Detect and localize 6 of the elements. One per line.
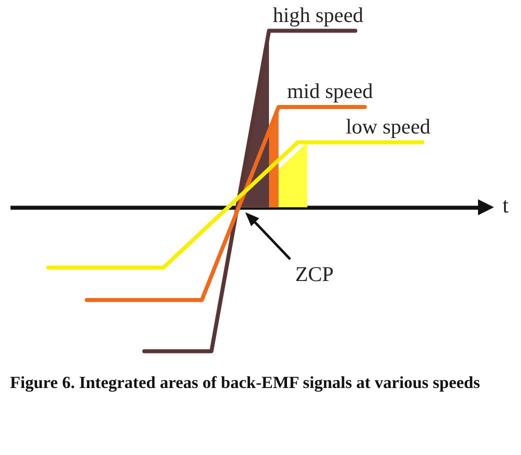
x-axis-title: t	[502, 192, 509, 218]
caption: Figure 6. Integrated areas of back-EMF signals at various speeds	[10, 372, 480, 394]
series-label: low speed	[346, 114, 431, 138]
series-label: mid speed	[287, 79, 374, 104]
series-label: high speed	[272, 2, 364, 27]
annotation: ZCP	[295, 262, 334, 286]
